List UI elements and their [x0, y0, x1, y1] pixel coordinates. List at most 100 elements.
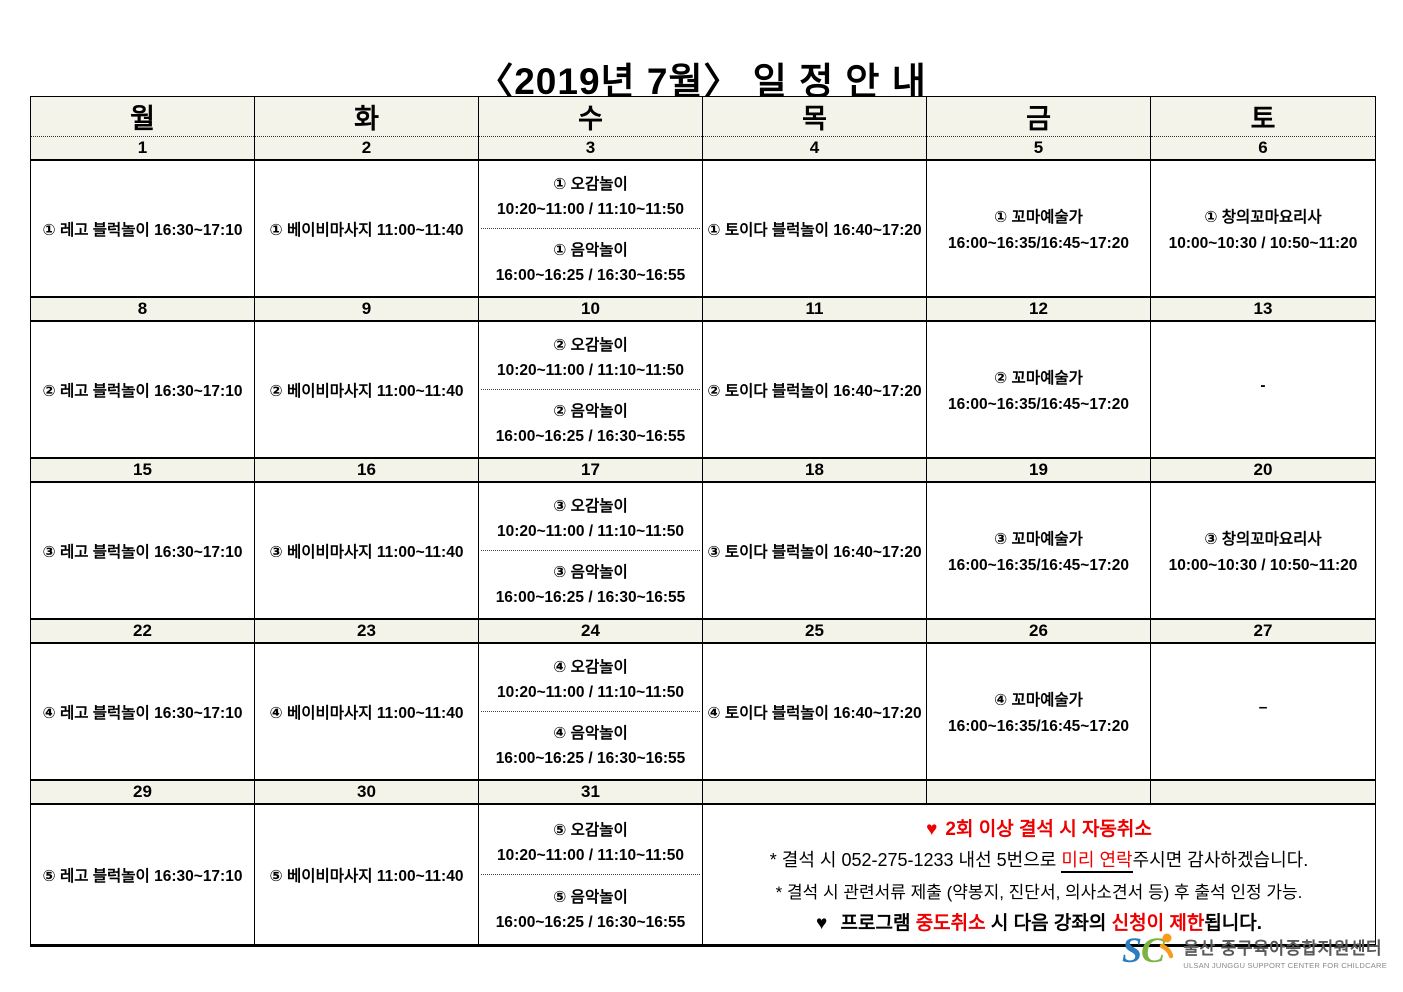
date-row-week5: 29 30 31 [30, 779, 1376, 805]
event-time: 10:00~10:30 / 10:50~11:20 [1168, 234, 1358, 252]
event-title: ① 꼬마예술가 [994, 208, 1083, 226]
date-row-week3: 15 16 17 18 19 20 [30, 457, 1376, 483]
event-cell-thu: ④ 토이다 블럭놀이 16:40~17:20 [702, 642, 927, 781]
event-title: ③ 창의꼬마요리사 [1204, 530, 1322, 548]
notice-content: ♥ 2회 이상 결석 시 자동취소 * 결석 시 052-275-1233 내선 … [705, 807, 1373, 942]
notice-text: 주시면 감사하겠습니다. [1132, 850, 1309, 871]
date-cell [1150, 779, 1376, 805]
event-time: 16:00~16:25 / 16:30~16:55 [495, 267, 686, 284]
date-cell: 24 [478, 618, 703, 644]
event-row-week4: ④ 레고 블럭놀이 16:30~17:10 ④ 베이비마사지 11:00~11:… [30, 642, 1376, 781]
event-time: 10:00~10:30 / 10:50~11:20 [1168, 556, 1358, 574]
weekday-header-fri: 금 [926, 96, 1151, 137]
weekday-header-row: 월 화 수 목 금 토 [30, 96, 1376, 137]
org-logo-icon: S C [1122, 929, 1176, 974]
event-time: 16:00~16:25 / 16:30~16:55 [495, 913, 686, 931]
date-row-week1: 1 2 3 4 5 6 [30, 136, 1376, 161]
notice-box: ♥ 2회 이상 결석 시 자동취소 * 결석 시 052-275-1233 내선 … [702, 803, 1376, 947]
notice-line-restriction: ♥ 프로그램 중도취소 시 다음 강좌의 신청이 제한됩니다. [711, 908, 1367, 935]
svg-text:S: S [1122, 930, 1142, 969]
event-title: - [1260, 376, 1266, 394]
event-title: ③ 오감놀이 [553, 498, 628, 515]
date-cell: 25 [702, 618, 927, 644]
schedule-table: 월 화 수 목 금 토 1 2 3 4 5 6 ① 레고 블럭놀이 16:30~… [30, 96, 1376, 947]
event-title: ④ 꼬마예술가 [994, 691, 1083, 709]
event-cell-tue: ② 베이비마사지 11:00~11:40 [254, 320, 479, 459]
event-wed-pm: ③ 음악놀이 16:00~16:25 / 16:30~16:55 [481, 551, 700, 616]
event-cell-thu: ② 토이다 블럭놀이 16:40~17:20 [702, 320, 927, 459]
event-cell-sat: – [1150, 642, 1376, 781]
event-wed-am: ① 오감놀이 10:20~11:00 / 11:10~11:50 [481, 163, 700, 229]
event-time: 16:00~16:35/16:45~17:20 [948, 395, 1129, 413]
event-cell-wed: ③ 오감놀이 10:20~11:00 / 11:10~11:50 ③ 음악놀이 … [478, 481, 703, 620]
date-cell: 4 [702, 136, 927, 161]
notice-highlight: 미리 연락 [1061, 850, 1133, 874]
date-cell: 22 [30, 618, 255, 644]
svg-text:C: C [1141, 930, 1166, 969]
date-cell: 23 [254, 618, 479, 644]
event-wed-am: ③ 오감놀이 10:20~11:00 / 11:10~11:50 [481, 485, 700, 551]
notice-text: 프로그램 [835, 913, 916, 935]
event-title: ⑤ 오감놀이 [553, 821, 628, 839]
date-cell: 3 [478, 136, 703, 161]
date-cell: 9 [254, 296, 479, 322]
date-cell: 6 [1150, 136, 1376, 161]
event-row-week3: ③ 레고 블럭놀이 16:30~17:10 ③ 베이비마사지 11:00~11:… [30, 481, 1376, 620]
event-title: ① 음악놀이 [553, 242, 628, 259]
date-cell: 19 [926, 457, 1151, 483]
event-row-week2: ② 레고 블럭놀이 16:30~17:10 ② 베이비마사지 11:00~11:… [30, 320, 1376, 459]
event-cell-mon: ① 레고 블럭놀이 16:30~17:10 [30, 159, 255, 298]
event-cell-fri: ③ 꼬마예술가 16:00~16:35/16:45~17:20 [926, 481, 1151, 620]
date-cell: 2 [254, 136, 479, 161]
date-cell [926, 779, 1151, 805]
weekday-header-tue: 화 [254, 96, 479, 137]
event-cell-wed: ② 오감놀이 10:20~11:00 / 11:10~11:50 ② 음악놀이 … [478, 320, 703, 459]
event-time: 16:00~16:25 / 16:30~16:55 [495, 428, 686, 445]
event-title: ④ 오감놀이 [553, 659, 628, 676]
event-cell-tue: ③ 베이비마사지 11:00~11:40 [254, 481, 479, 620]
date-cell: 13 [1150, 296, 1376, 322]
notice-highlight: 중도취소 [915, 913, 986, 935]
event-row-week1: ① 레고 블럭놀이 16:30~17:10 ① 베이비마사지 11:00~11:… [30, 159, 1376, 298]
event-time: 16:00~16:25 / 16:30~16:55 [495, 589, 686, 606]
org-name-english: ULSAN JUNGGU SUPPORT CENTER FOR CHILDCAR… [1183, 960, 1387, 970]
event-row-week5: ⑤ 레고 블럭놀이 16:30~17:10 ⑤ 베이비마사지 11:00~11:… [30, 803, 1376, 947]
date-cell: 20 [1150, 457, 1376, 483]
notice-text: 2회 이상 결석 시 자동취소 [945, 818, 1152, 840]
org-names: 울산 중구육아종합지원센터 ULSAN JUNGGU SUPPORT CENTE… [1183, 934, 1387, 970]
date-cell: 1 [30, 136, 255, 161]
event-title: ④ 음악놀이 [553, 725, 628, 742]
event-time: 10:20~11:00 / 11:10~11:50 [496, 523, 685, 540]
event-time: 10:20~11:00 / 11:10~11:50 [496, 362, 685, 379]
date-cell: 31 [478, 779, 703, 805]
event-title: – [1258, 698, 1268, 716]
event-time: 16:00~16:25 / 16:30~16:55 [495, 750, 686, 767]
event-time: 16:00~16:35/16:45~17:20 [948, 717, 1129, 735]
event-title: ① 창의꼬마요리사 [1204, 208, 1322, 226]
event-wed-pm: ⑤ 음악놀이 16:00~16:25 / 16:30~16:55 [481, 875, 700, 941]
event-cell-mon: ② 레고 블럭놀이 16:30~17:10 [30, 320, 255, 459]
event-cell-sat: ③ 창의꼬마요리사 10:00~10:30 / 10:50~11:20 [1150, 481, 1376, 620]
event-cell-thu: ③ 토이다 블럭놀이 16:40~17:20 [702, 481, 927, 620]
event-cell-wed: ④ 오감놀이 10:20~11:00 / 11:10~11:50 ④ 음악놀이 … [478, 642, 703, 781]
notice-line-contact: * 결석 시 052-275-1233 내선 5번으로 미리 연락주시면 감사하… [711, 846, 1367, 874]
event-time: 16:00~16:35/16:45~17:20 [948, 234, 1129, 252]
date-cell: 8 [30, 296, 255, 322]
date-cell: 29 [30, 779, 255, 805]
notice-text: * 결석 시 052-275-1233 내선 5번으로 [769, 850, 1062, 871]
date-cell: 15 [30, 457, 255, 483]
org-logo: S C 울산 중구육아종합지원센터 ULSAN JUNGGU SUPPORT C… [1122, 929, 1387, 974]
weekday-header-wed: 수 [478, 96, 703, 137]
date-cell: 30 [254, 779, 479, 805]
heart-icon: ♥ [926, 818, 938, 840]
event-wed-am: ⑤ 오감놀이 10:20~11:00 / 11:10~11:50 [481, 808, 700, 875]
date-cell: 17 [478, 457, 703, 483]
event-cell-tue: ④ 베이비마사지 11:00~11:40 [254, 642, 479, 781]
event-time: 10:20~11:00 / 11:10~11:50 [496, 201, 685, 218]
event-cell-wed: ⑤ 오감놀이 10:20~11:00 / 11:10~11:50 ⑤ 음악놀이 … [478, 803, 703, 947]
date-cell: 18 [702, 457, 927, 483]
event-wed-am: ④ 오감놀이 10:20~11:00 / 11:10~11:50 [481, 646, 700, 712]
event-time: 10:20~11:00 / 11:10~11:50 [496, 846, 685, 864]
event-cell-tue: ⑤ 베이비마사지 11:00~11:40 [254, 803, 479, 947]
event-time: 10:20~11:00 / 11:10~11:50 [496, 684, 685, 701]
